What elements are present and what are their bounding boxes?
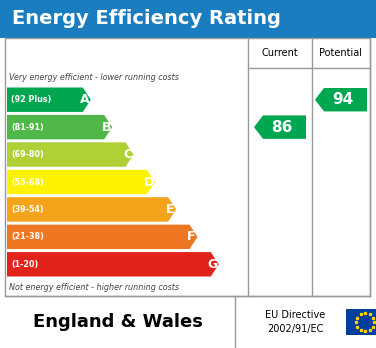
Bar [346, 309, 376, 335]
Text: G: G [208, 258, 218, 271]
Polygon shape [7, 142, 133, 167]
Text: Not energy efficient - higher running costs: Not energy efficient - higher running co… [9, 283, 179, 292]
Text: (81-91): (81-91) [11, 122, 44, 132]
Text: (69-80): (69-80) [11, 150, 44, 159]
Text: Current: Current [262, 48, 299, 58]
Text: (55-68): (55-68) [11, 177, 44, 187]
Polygon shape [7, 170, 155, 194]
Text: B: B [102, 121, 111, 134]
Polygon shape [7, 197, 176, 222]
Polygon shape [7, 87, 91, 112]
Polygon shape [7, 115, 112, 139]
Text: Very energy efficient - lower running costs: Very energy efficient - lower running co… [9, 72, 179, 81]
Text: Energy Efficiency Rating: Energy Efficiency Rating [12, 9, 281, 29]
Text: (1-20): (1-20) [11, 260, 38, 269]
Text: C: C [123, 148, 132, 161]
Text: D: D [144, 175, 154, 189]
Text: 94: 94 [333, 92, 354, 107]
Text: Potential: Potential [320, 48, 362, 58]
Polygon shape [7, 225, 197, 249]
Text: E: E [166, 203, 174, 216]
Text: F: F [187, 230, 196, 243]
Polygon shape [254, 116, 306, 139]
Polygon shape [315, 88, 367, 111]
Text: 2002/91/EC: 2002/91/EC [267, 324, 323, 334]
Text: (39-54): (39-54) [11, 205, 44, 214]
Text: 86: 86 [271, 120, 293, 135]
Text: EU Directive: EU Directive [265, 310, 325, 320]
Bar [0, 0, 376, 38]
Text: A: A [80, 93, 89, 106]
Text: (92 Plus): (92 Plus) [11, 95, 52, 104]
Polygon shape [7, 252, 219, 277]
Bar [5, 38, 370, 296]
Text: England & Wales: England & Wales [33, 313, 202, 331]
Text: (21-38): (21-38) [11, 232, 44, 242]
